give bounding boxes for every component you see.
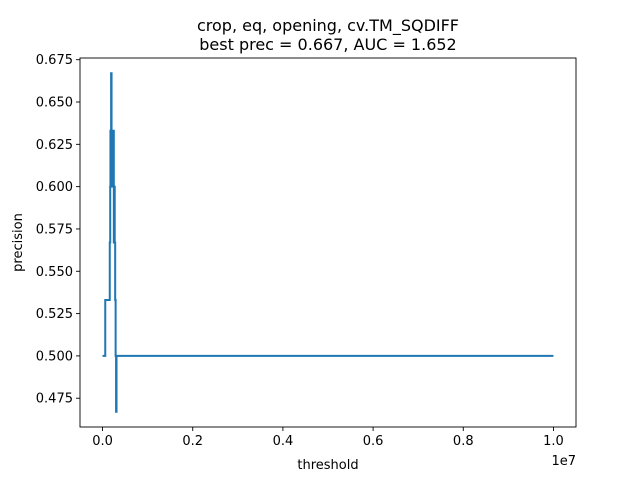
x-tick-label: 0.2 xyxy=(182,434,203,449)
x-axis: 0.0 0.2 0.4 0.6 0.8 1.0 xyxy=(92,427,564,449)
y-tick-label: 0.500 xyxy=(36,349,73,364)
y-axis: 0.475 0.500 0.525 0.550 0.575 0.600 0.625 0.650… xyxy=(36,53,80,407)
x-axis-offset-label: 1e7 xyxy=(551,454,576,469)
chart-title-line: crop, eq, opening, cv.TM_SQDIFF xyxy=(197,16,459,36)
y-tick-label: 0.625 xyxy=(36,138,73,153)
y-tick-label: 0.575 xyxy=(36,222,73,237)
y-tick-label: 0.600 xyxy=(36,180,73,195)
x-tick-label: 0.6 xyxy=(363,434,384,449)
y-tick-label: 0.525 xyxy=(36,307,73,322)
x-tick-label: 0.4 xyxy=(273,434,294,449)
chart-title-line: best prec = 0.667, AUC = 1.652 xyxy=(199,35,456,54)
y-tick-label: 0.675 xyxy=(36,53,73,68)
y-axis-label: precision xyxy=(11,213,26,272)
y-tick-label: 0.550 xyxy=(36,265,73,280)
precision-line xyxy=(102,72,554,413)
plot-frame xyxy=(79,57,577,428)
x-tick-label: 0.8 xyxy=(453,434,474,449)
x-tick-label: 1.0 xyxy=(543,434,564,449)
plot-area xyxy=(79,57,577,428)
y-tick-label: 0.475 xyxy=(36,392,73,407)
x-tick-label: 0.0 xyxy=(92,434,113,449)
x-axis-label: threshold xyxy=(297,458,358,473)
y-tick-label: 0.650 xyxy=(36,96,73,111)
